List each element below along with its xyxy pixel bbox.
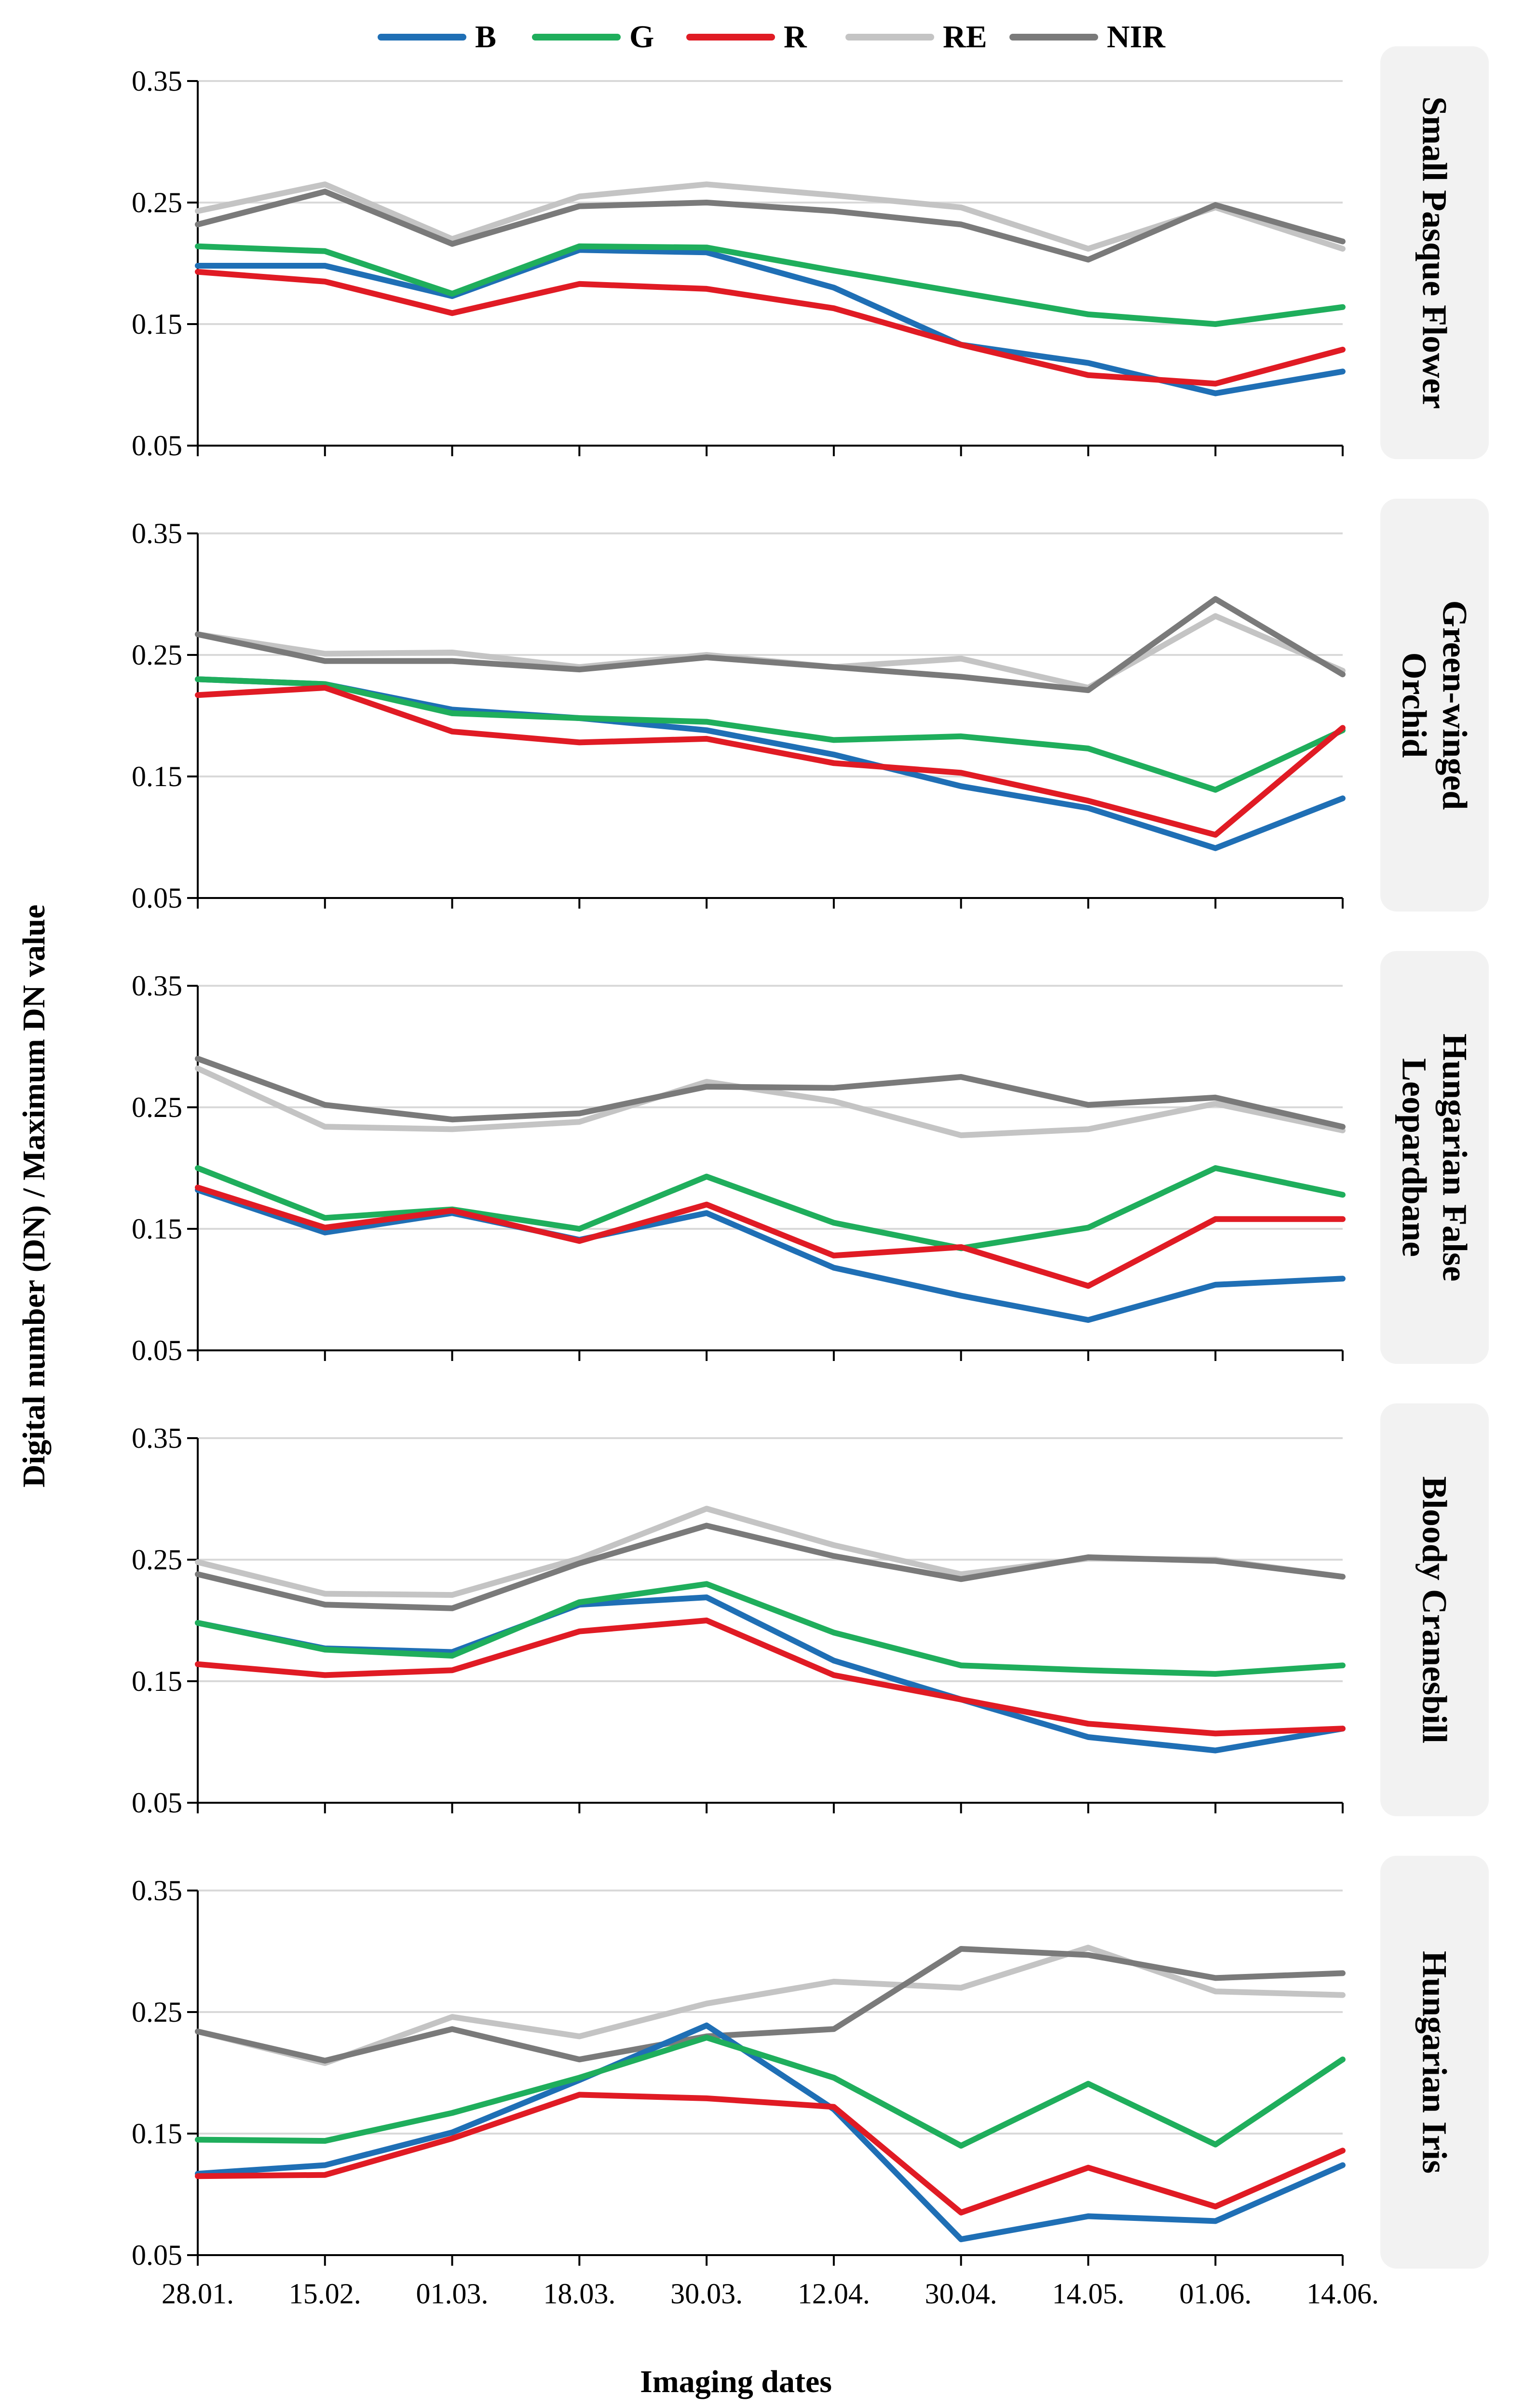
panel-green-winged-orchid: 0.35 0.25 0.15 0.05 Green-wingedOrchid xyxy=(132,499,1489,914)
series-line-r xyxy=(195,1618,1346,1737)
panel-hungarian-false-leopardbane: 0.35 0.25 0.15 0.05 Hungarian FalseLeopardba… xyxy=(132,951,1489,1366)
panel-hungarian-iris: 0.35 0.25 0.15 0.05 Hungarian Iris 28.01. 15.0… xyxy=(132,1856,1489,2310)
panel-title: Hungarian Iris xyxy=(1415,1951,1454,2174)
series-line-re xyxy=(195,181,1346,252)
series-line-re xyxy=(195,1945,1346,2066)
panel-title: Green-wingedOrchid xyxy=(1395,600,1474,810)
y-tick-label: 0.15 xyxy=(132,761,182,792)
panel-strip xyxy=(1380,1403,1489,1816)
series-line-r xyxy=(195,685,1346,838)
series-line-g xyxy=(195,1581,1346,1677)
series-line-nir xyxy=(195,1056,1346,1130)
y-tick-label: 0.35 xyxy=(132,1422,182,1454)
y-tick-label: 0.15 xyxy=(132,1665,182,1697)
x-tick-label: 30.04. xyxy=(925,2278,997,2310)
x-tick-label: 28.01. xyxy=(162,2278,234,2310)
y-tick-label: 0.15 xyxy=(132,308,182,340)
legend-label-re: RE xyxy=(943,19,987,54)
panel-title: Small Pasque Flower xyxy=(1415,96,1454,409)
series-line-nir xyxy=(195,1523,1346,1611)
panel-strip xyxy=(1380,1856,1489,2269)
panel-title: Hungarian FalseLeopardbane xyxy=(1395,1034,1474,1281)
panel-strip xyxy=(1380,46,1489,459)
y-tick-label: 0.25 xyxy=(132,1544,182,1576)
legend-label-r: R xyxy=(784,19,807,54)
y-tick-label: 0.15 xyxy=(132,1213,182,1245)
series-line-g xyxy=(195,1165,1346,1252)
y-tick-label: 0.25 xyxy=(132,1091,182,1123)
x-axis-title: Imaging dates xyxy=(640,2364,832,2399)
y-tick-label: 0.05 xyxy=(132,2239,182,2271)
x-tick-label: 18.03. xyxy=(543,2278,615,2310)
y-tick-label: 0.05 xyxy=(132,1787,182,1819)
x-tick-label: 01.03. xyxy=(416,2278,489,2310)
series-line-b xyxy=(195,2022,1346,2243)
series-line-g xyxy=(195,676,1346,793)
series-line-b xyxy=(195,1187,1346,1323)
y-tick-label: 0.15 xyxy=(132,2118,182,2150)
series-line-g xyxy=(195,2034,1346,2149)
y-tick-label: 0.25 xyxy=(132,187,182,218)
y-tick-label: 0.25 xyxy=(132,1996,182,2028)
y-tick-label: 0.35 xyxy=(132,1875,182,1906)
panel-strip xyxy=(1380,951,1489,1364)
x-tick-label: 12.04. xyxy=(798,2278,870,2310)
series-line-r xyxy=(195,2092,1346,2216)
x-tick-label: 14.06. xyxy=(1306,2278,1379,2310)
series-line-nir xyxy=(195,1946,1346,2064)
series-line-nir xyxy=(195,596,1346,694)
panel-title: Bloody Cranesbill xyxy=(1415,1476,1454,1743)
legend-label-b: B xyxy=(475,19,496,54)
y-tick-label: 0.35 xyxy=(132,517,182,549)
panel-strip xyxy=(1380,499,1489,912)
y-tick-label: 0.05 xyxy=(132,1334,182,1366)
series-line-re xyxy=(195,613,1346,691)
x-tick-label: 14.05. xyxy=(1052,2278,1124,2310)
y-tick-label: 0.35 xyxy=(132,65,182,97)
series-line-re xyxy=(195,1506,1346,1598)
y-tick-label: 0.35 xyxy=(132,970,182,1002)
series-line-nir xyxy=(195,189,1346,263)
series-line-g xyxy=(195,243,1346,327)
series-line-r xyxy=(195,1184,1346,1289)
x-tick-label: 01.06. xyxy=(1179,2278,1252,2310)
series-line-re xyxy=(195,1065,1346,1138)
series-line-r xyxy=(195,269,1346,387)
panel-small-pasque-flower: 0.35 0.25 0.15 0.05 Small Pasque Flower xyxy=(132,46,1489,462)
y-axis-title: Digital number (DN) / Maximum DN value xyxy=(16,905,52,1488)
panel-bloody-cranesbill: 0.35 0.25 0.15 0.05 Bloody Cranesbill xyxy=(132,1403,1489,1819)
y-tick-label: 0.05 xyxy=(132,882,182,914)
x-tick-label: 30.03. xyxy=(670,2278,743,2310)
y-tick-label: 0.25 xyxy=(132,639,182,671)
y-tick-label: 0.05 xyxy=(132,430,182,462)
x-tick-label: 15.02. xyxy=(289,2278,361,2310)
legend: B G R RE NIR xyxy=(378,19,1166,54)
legend-label-nir: NIR xyxy=(1107,19,1166,54)
legend-label-g: G xyxy=(629,19,654,54)
